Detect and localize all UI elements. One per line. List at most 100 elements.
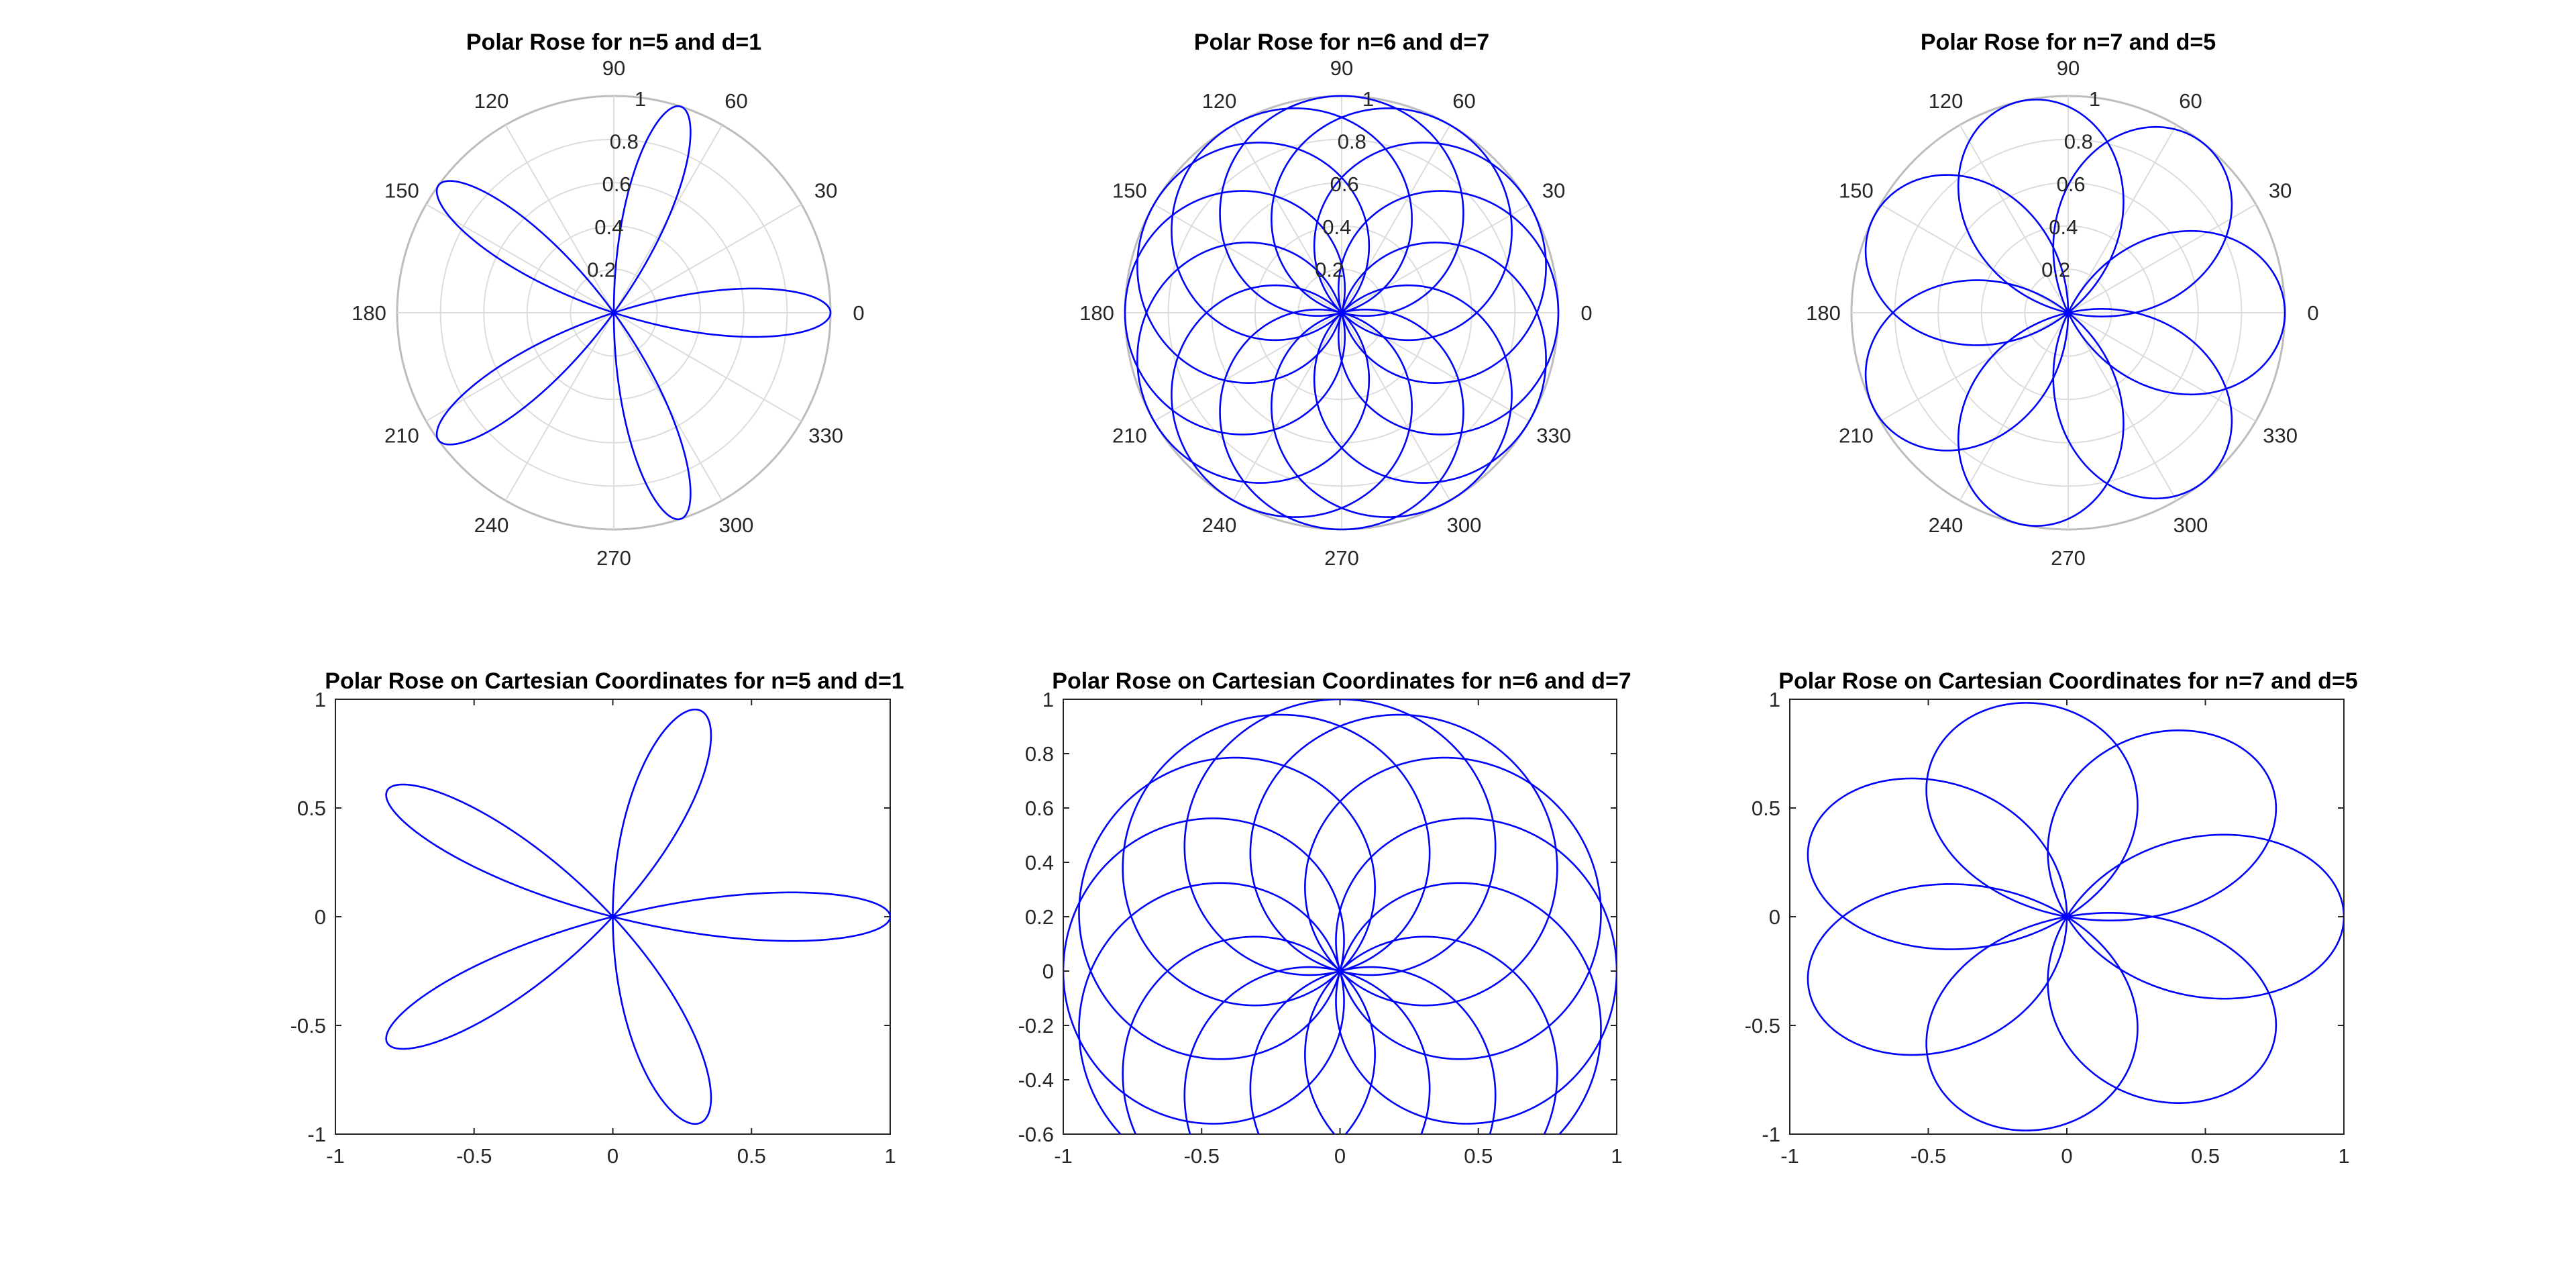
plot-title: Polar Rose on Cartesian Coordinates for …	[1778, 668, 2357, 694]
polar-grid-spoke	[2068, 312, 2257, 422]
y-tick-label: -1	[1762, 1123, 1780, 1146]
polar-grid-spoke	[1153, 312, 1342, 422]
r-tick-label: 0.2	[2041, 258, 2070, 281]
rose-curve	[1124, 95, 1560, 531]
theta-tick-label: 60	[1452, 89, 1475, 113]
y-tick-label: 1	[1769, 688, 1780, 711]
plot-title: Polar Rose for n=5 and d=1	[466, 30, 761, 55]
polar-grid-spoke	[504, 124, 614, 313]
x-tick-label: 1	[1611, 1144, 1622, 1168]
theta-tick-label: 120	[474, 89, 509, 113]
x-tick-label: -0.5	[1911, 1144, 1946, 1168]
y-tick-label: 0.6	[1025, 797, 1054, 820]
polar-grid-spoke	[1880, 203, 2069, 313]
x-tick-label: 0	[2061, 1144, 2072, 1168]
theta-tick-label: 270	[596, 546, 631, 570]
theta-tick-label: 240	[1202, 513, 1237, 537]
r-tick-label: 0.2	[587, 258, 616, 281]
x-tick-label: -1	[1780, 1144, 1799, 1168]
r-tick-label: 0.8	[2064, 130, 2093, 154]
theta-tick-label: 330	[2263, 424, 2298, 448]
theta-tick-label: 210	[1839, 424, 1874, 448]
polar-grid-spoke	[425, 312, 614, 422]
y-tick-label: 0.8	[1025, 742, 1054, 766]
y-tick-label: 1	[1042, 688, 1054, 711]
polar-grid-spoke	[1959, 124, 2069, 313]
theta-tick-label: 210	[1112, 424, 1147, 448]
cartesian-plot-3: Polar Rose on Cartesian Coordinates for …	[1745, 668, 2358, 1168]
r-tick-label: 0.8	[1338, 130, 1366, 154]
x-tick-label: 1	[2338, 1144, 2349, 1168]
r-tick-label: 0.6	[602, 172, 631, 196]
polar-plot-2: Polar Rose for n=6 and d=7 0 30 60 90 120 150…	[1079, 30, 1592, 570]
polar-grid-spoke	[1153, 203, 1342, 313]
r-tick-label: 0.4	[1322, 215, 1351, 239]
y-tick-label: 0.5	[297, 797, 326, 820]
r-tick-label: 0.2	[1315, 258, 1344, 281]
polar-plot-3: Polar Rose for n=7 and d=5 0 30 60 90 120 150…	[1806, 30, 2318, 570]
y-tick-label: -1	[307, 1123, 326, 1146]
r-tick-label: 1	[635, 87, 646, 111]
x-tick-label: -0.5	[456, 1144, 492, 1168]
theta-tick-label: 0	[1580, 301, 1592, 325]
plot-title: Polar Rose on Cartesian Coordinates for …	[325, 668, 904, 694]
cartesian-plot-1: Polar Rose on Cartesian Coordinates for …	[290, 668, 904, 1168]
theta-tick-label: 330	[1536, 424, 1571, 448]
polar-grid-spoke	[425, 203, 614, 313]
theta-tick-label: 180	[1806, 301, 1841, 325]
rose-curve	[435, 105, 832, 521]
theta-tick-label: 300	[1447, 513, 1482, 537]
y-tick-label: -0.5	[290, 1014, 326, 1037]
r-tick-label: 0.4	[594, 215, 623, 239]
y-tick-label: 0.4	[1025, 851, 1054, 874]
r-tick-label: 0.6	[1330, 172, 1359, 196]
theta-tick-label: 300	[719, 513, 754, 537]
theta-tick-label: 90	[2057, 56, 2080, 80]
x-tick-label: 1	[884, 1144, 896, 1168]
y-tick-label: -0.4	[1018, 1068, 1054, 1092]
theta-tick-label: 330	[808, 424, 843, 448]
r-tick-label: 0.8	[610, 130, 639, 154]
polar-grid-spoke	[1341, 203, 1530, 313]
polar-grid-spoke	[1959, 312, 2069, 501]
y-tick-label: -0.6	[1018, 1123, 1054, 1146]
r-tick-label: 0.6	[2057, 172, 2086, 196]
theta-tick-label: 270	[1324, 546, 1359, 570]
polar-grid-spoke	[1232, 312, 1342, 501]
theta-tick-label: 150	[1112, 179, 1147, 203]
theta-tick-label: 90	[1330, 56, 1353, 80]
theta-tick-label: 30	[2269, 179, 2292, 203]
x-tick-label: 0.5	[1464, 1144, 1493, 1168]
theta-tick-label: 210	[384, 424, 419, 448]
theta-tick-label: 60	[2179, 89, 2202, 113]
y-tick-label: 0	[1769, 905, 1780, 929]
theta-tick-label: 150	[384, 179, 419, 203]
x-tick-label: -1	[1054, 1144, 1073, 1168]
rose-curve	[385, 708, 890, 1125]
theta-tick-label: 240	[474, 513, 509, 537]
plot-title: Polar Rose for n=7 and d=5	[1921, 30, 2216, 55]
theta-tick-label: 30	[814, 179, 837, 203]
theta-tick-label: 240	[1929, 513, 1964, 537]
y-tick-label: 0.5	[1752, 797, 1780, 820]
y-tick-label: 0.2	[1025, 905, 1054, 929]
polar-grid-spoke	[504, 312, 614, 501]
theta-tick-label: 120	[1202, 89, 1237, 113]
rose-curve	[1807, 702, 2344, 1131]
plot-title: Polar Rose on Cartesian Coordinates for …	[1052, 668, 1631, 694]
r-tick-label: 1	[1362, 87, 1374, 111]
theta-tick-label: 90	[602, 56, 625, 80]
x-tick-label: 0	[1334, 1144, 1346, 1168]
theta-tick-label: 60	[724, 89, 747, 113]
x-tick-label: -1	[326, 1144, 345, 1168]
theta-tick-label: 300	[2174, 513, 2208, 537]
y-tick-label: 1	[315, 688, 326, 711]
polar-grid-spoke	[2068, 203, 2257, 313]
theta-tick-label: 270	[2051, 546, 2086, 570]
polar-grid-spoke	[1232, 124, 1342, 313]
polar-grid-spoke	[613, 203, 802, 313]
theta-tick-label: 30	[1542, 179, 1565, 203]
x-tick-label: 0.5	[2191, 1144, 2220, 1168]
axes-box	[1063, 699, 1617, 1135]
theta-tick-label: 150	[1839, 179, 1874, 203]
